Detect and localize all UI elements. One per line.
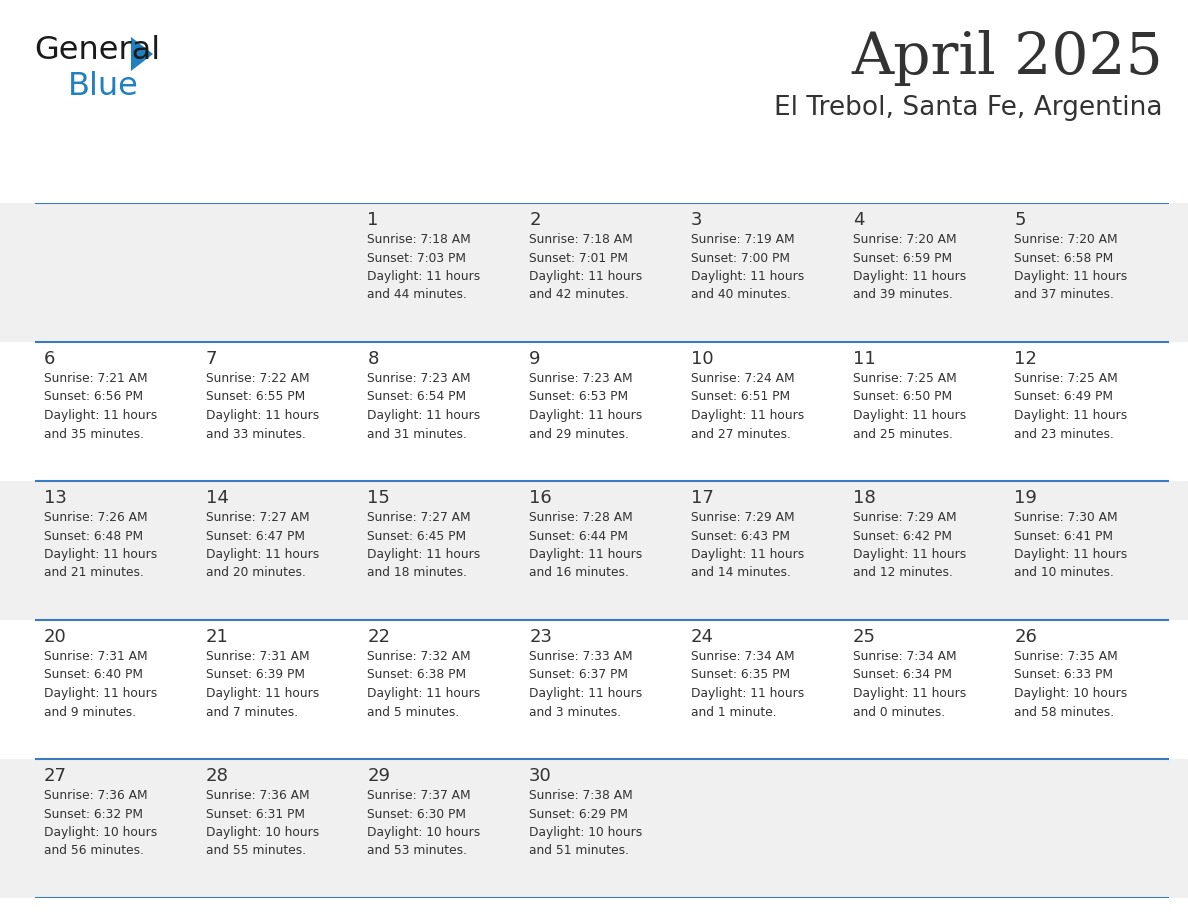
Text: Sunrise: 7:21 AM
Sunset: 6:56 PM
Daylight: 11 hours
and 35 minutes.: Sunrise: 7:21 AM Sunset: 6:56 PM Dayligh… <box>44 372 157 441</box>
Text: Sunrise: 7:27 AM
Sunset: 6:45 PM
Daylight: 11 hours
and 18 minutes.: Sunrise: 7:27 AM Sunset: 6:45 PM Dayligh… <box>367 511 481 579</box>
Text: Sunrise: 7:20 AM
Sunset: 6:59 PM
Daylight: 11 hours
and 39 minutes.: Sunrise: 7:20 AM Sunset: 6:59 PM Dayligh… <box>853 233 966 301</box>
Text: Sunrise: 7:34 AM
Sunset: 6:35 PM
Daylight: 11 hours
and 1 minute.: Sunrise: 7:34 AM Sunset: 6:35 PM Dayligh… <box>691 650 804 719</box>
Text: Wednesday: Wednesday <box>529 169 655 187</box>
Text: El Trebol, Santa Fe, Argentina: El Trebol, Santa Fe, Argentina <box>775 95 1163 121</box>
FancyBboxPatch shape <box>0 342 1188 481</box>
Text: 21: 21 <box>206 628 228 646</box>
Text: 15: 15 <box>367 489 391 507</box>
Text: Sunrise: 7:36 AM
Sunset: 6:32 PM
Daylight: 10 hours
and 56 minutes.: Sunrise: 7:36 AM Sunset: 6:32 PM Dayligh… <box>44 789 157 857</box>
Text: Sunrise: 7:19 AM
Sunset: 7:00 PM
Daylight: 11 hours
and 40 minutes.: Sunrise: 7:19 AM Sunset: 7:00 PM Dayligh… <box>691 233 804 301</box>
Text: April 2025: April 2025 <box>852 30 1163 86</box>
Text: 13: 13 <box>44 489 67 507</box>
Text: Thursday: Thursday <box>691 169 792 187</box>
Text: 18: 18 <box>853 489 876 507</box>
Text: Sunrise: 7:34 AM
Sunset: 6:34 PM
Daylight: 11 hours
and 0 minutes.: Sunrise: 7:34 AM Sunset: 6:34 PM Dayligh… <box>853 650 966 719</box>
Text: 7: 7 <box>206 350 217 368</box>
Text: Sunrise: 7:29 AM
Sunset: 6:43 PM
Daylight: 11 hours
and 14 minutes.: Sunrise: 7:29 AM Sunset: 6:43 PM Dayligh… <box>691 511 804 579</box>
Text: 30: 30 <box>529 767 552 785</box>
Text: 16: 16 <box>529 489 552 507</box>
Text: 1: 1 <box>367 211 379 229</box>
Text: Sunrise: 7:27 AM
Sunset: 6:47 PM
Daylight: 11 hours
and 20 minutes.: Sunrise: 7:27 AM Sunset: 6:47 PM Dayligh… <box>206 511 318 579</box>
Text: Sunrise: 7:23 AM
Sunset: 6:54 PM
Daylight: 11 hours
and 31 minutes.: Sunrise: 7:23 AM Sunset: 6:54 PM Dayligh… <box>367 372 481 441</box>
Text: 10: 10 <box>691 350 714 368</box>
Text: Sunrise: 7:35 AM
Sunset: 6:33 PM
Daylight: 10 hours
and 58 minutes.: Sunrise: 7:35 AM Sunset: 6:33 PM Dayligh… <box>1015 650 1127 719</box>
Text: Sunrise: 7:25 AM
Sunset: 6:50 PM
Daylight: 11 hours
and 25 minutes.: Sunrise: 7:25 AM Sunset: 6:50 PM Dayligh… <box>853 372 966 441</box>
Polygon shape <box>131 37 153 71</box>
Text: Sunrise: 7:24 AM
Sunset: 6:51 PM
Daylight: 11 hours
and 27 minutes.: Sunrise: 7:24 AM Sunset: 6:51 PM Dayligh… <box>691 372 804 441</box>
Text: 6: 6 <box>44 350 56 368</box>
Text: 28: 28 <box>206 767 228 785</box>
Text: Sunrise: 7:25 AM
Sunset: 6:49 PM
Daylight: 11 hours
and 23 minutes.: Sunrise: 7:25 AM Sunset: 6:49 PM Dayligh… <box>1015 372 1127 441</box>
Text: Monday: Monday <box>206 169 291 187</box>
Text: 20: 20 <box>44 628 67 646</box>
Text: 14: 14 <box>206 489 228 507</box>
Text: 11: 11 <box>853 350 876 368</box>
Text: Sunrise: 7:20 AM
Sunset: 6:58 PM
Daylight: 11 hours
and 37 minutes.: Sunrise: 7:20 AM Sunset: 6:58 PM Dayligh… <box>1015 233 1127 301</box>
FancyBboxPatch shape <box>0 759 1188 898</box>
Text: Blue: Blue <box>68 71 139 102</box>
Text: 29: 29 <box>367 767 391 785</box>
Text: 26: 26 <box>1015 628 1037 646</box>
Text: 9: 9 <box>529 350 541 368</box>
Text: 25: 25 <box>853 628 876 646</box>
Text: Sunrise: 7:31 AM
Sunset: 6:39 PM
Daylight: 11 hours
and 7 minutes.: Sunrise: 7:31 AM Sunset: 6:39 PM Dayligh… <box>206 650 318 719</box>
Text: Sunrise: 7:28 AM
Sunset: 6:44 PM
Daylight: 11 hours
and 16 minutes.: Sunrise: 7:28 AM Sunset: 6:44 PM Dayligh… <box>529 511 643 579</box>
Text: 22: 22 <box>367 628 391 646</box>
Text: Tuesday: Tuesday <box>367 169 456 187</box>
Text: Sunrise: 7:18 AM
Sunset: 7:03 PM
Daylight: 11 hours
and 44 minutes.: Sunrise: 7:18 AM Sunset: 7:03 PM Dayligh… <box>367 233 481 301</box>
Text: Sunrise: 7:22 AM
Sunset: 6:55 PM
Daylight: 11 hours
and 33 minutes.: Sunrise: 7:22 AM Sunset: 6:55 PM Dayligh… <box>206 372 318 441</box>
FancyBboxPatch shape <box>0 203 1188 342</box>
Text: 24: 24 <box>691 628 714 646</box>
Text: Saturday: Saturday <box>1015 169 1113 187</box>
Text: Sunrise: 7:33 AM
Sunset: 6:37 PM
Daylight: 11 hours
and 3 minutes.: Sunrise: 7:33 AM Sunset: 6:37 PM Dayligh… <box>529 650 643 719</box>
Text: Sunrise: 7:32 AM
Sunset: 6:38 PM
Daylight: 11 hours
and 5 minutes.: Sunrise: 7:32 AM Sunset: 6:38 PM Dayligh… <box>367 650 481 719</box>
Text: 23: 23 <box>529 628 552 646</box>
Text: Sunrise: 7:29 AM
Sunset: 6:42 PM
Daylight: 11 hours
and 12 minutes.: Sunrise: 7:29 AM Sunset: 6:42 PM Dayligh… <box>853 511 966 579</box>
Text: 8: 8 <box>367 350 379 368</box>
Text: 19: 19 <box>1015 489 1037 507</box>
Text: Sunrise: 7:31 AM
Sunset: 6:40 PM
Daylight: 11 hours
and 9 minutes.: Sunrise: 7:31 AM Sunset: 6:40 PM Dayligh… <box>44 650 157 719</box>
Text: Sunrise: 7:30 AM
Sunset: 6:41 PM
Daylight: 11 hours
and 10 minutes.: Sunrise: 7:30 AM Sunset: 6:41 PM Dayligh… <box>1015 511 1127 579</box>
Text: Sunday: Sunday <box>44 169 125 187</box>
Text: Sunrise: 7:26 AM
Sunset: 6:48 PM
Daylight: 11 hours
and 21 minutes.: Sunrise: 7:26 AM Sunset: 6:48 PM Dayligh… <box>44 511 157 579</box>
FancyBboxPatch shape <box>0 481 1188 620</box>
Text: 17: 17 <box>691 489 714 507</box>
Text: Sunrise: 7:23 AM
Sunset: 6:53 PM
Daylight: 11 hours
and 29 minutes.: Sunrise: 7:23 AM Sunset: 6:53 PM Dayligh… <box>529 372 643 441</box>
Text: Sunrise: 7:37 AM
Sunset: 6:30 PM
Daylight: 10 hours
and 53 minutes.: Sunrise: 7:37 AM Sunset: 6:30 PM Dayligh… <box>367 789 481 857</box>
Text: 4: 4 <box>853 211 864 229</box>
Text: General: General <box>34 35 160 66</box>
FancyBboxPatch shape <box>0 620 1188 759</box>
Text: Sunrise: 7:36 AM
Sunset: 6:31 PM
Daylight: 10 hours
and 55 minutes.: Sunrise: 7:36 AM Sunset: 6:31 PM Dayligh… <box>206 789 318 857</box>
Text: Sunrise: 7:38 AM
Sunset: 6:29 PM
Daylight: 10 hours
and 51 minutes.: Sunrise: 7:38 AM Sunset: 6:29 PM Dayligh… <box>529 789 643 857</box>
Text: 2: 2 <box>529 211 541 229</box>
Text: 12: 12 <box>1015 350 1037 368</box>
Text: Friday: Friday <box>853 169 920 187</box>
Text: 27: 27 <box>44 767 67 785</box>
Text: Sunrise: 7:18 AM
Sunset: 7:01 PM
Daylight: 11 hours
and 42 minutes.: Sunrise: 7:18 AM Sunset: 7:01 PM Dayligh… <box>529 233 643 301</box>
Text: 5: 5 <box>1015 211 1025 229</box>
Text: 3: 3 <box>691 211 702 229</box>
